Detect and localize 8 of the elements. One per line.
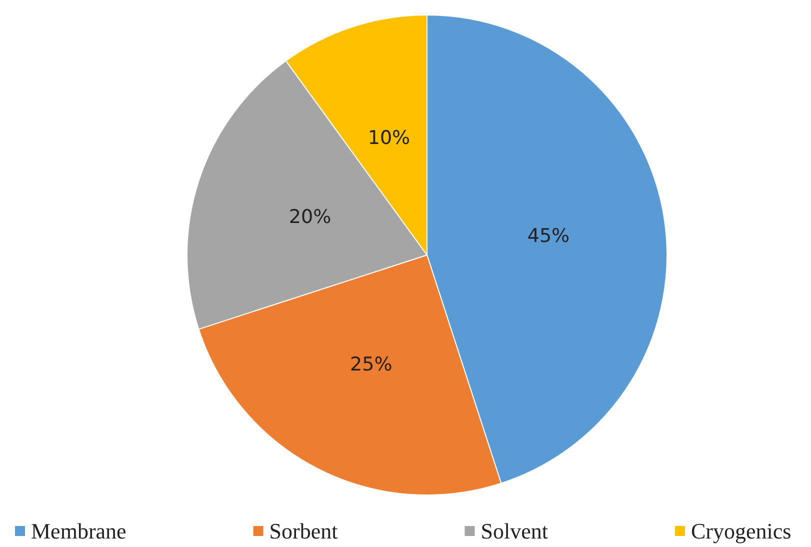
legend-label: Sorbent [269, 518, 338, 544]
data-label: 20% [288, 206, 332, 228]
data-label: 25% [350, 354, 392, 376]
data-label: 45% [527, 224, 570, 247]
data-label: 10% [368, 127, 410, 150]
legend-label: Solvent [480, 518, 548, 544]
legend-label: Cryogenics [690, 518, 792, 544]
legend-label: Membrane [31, 518, 126, 544]
